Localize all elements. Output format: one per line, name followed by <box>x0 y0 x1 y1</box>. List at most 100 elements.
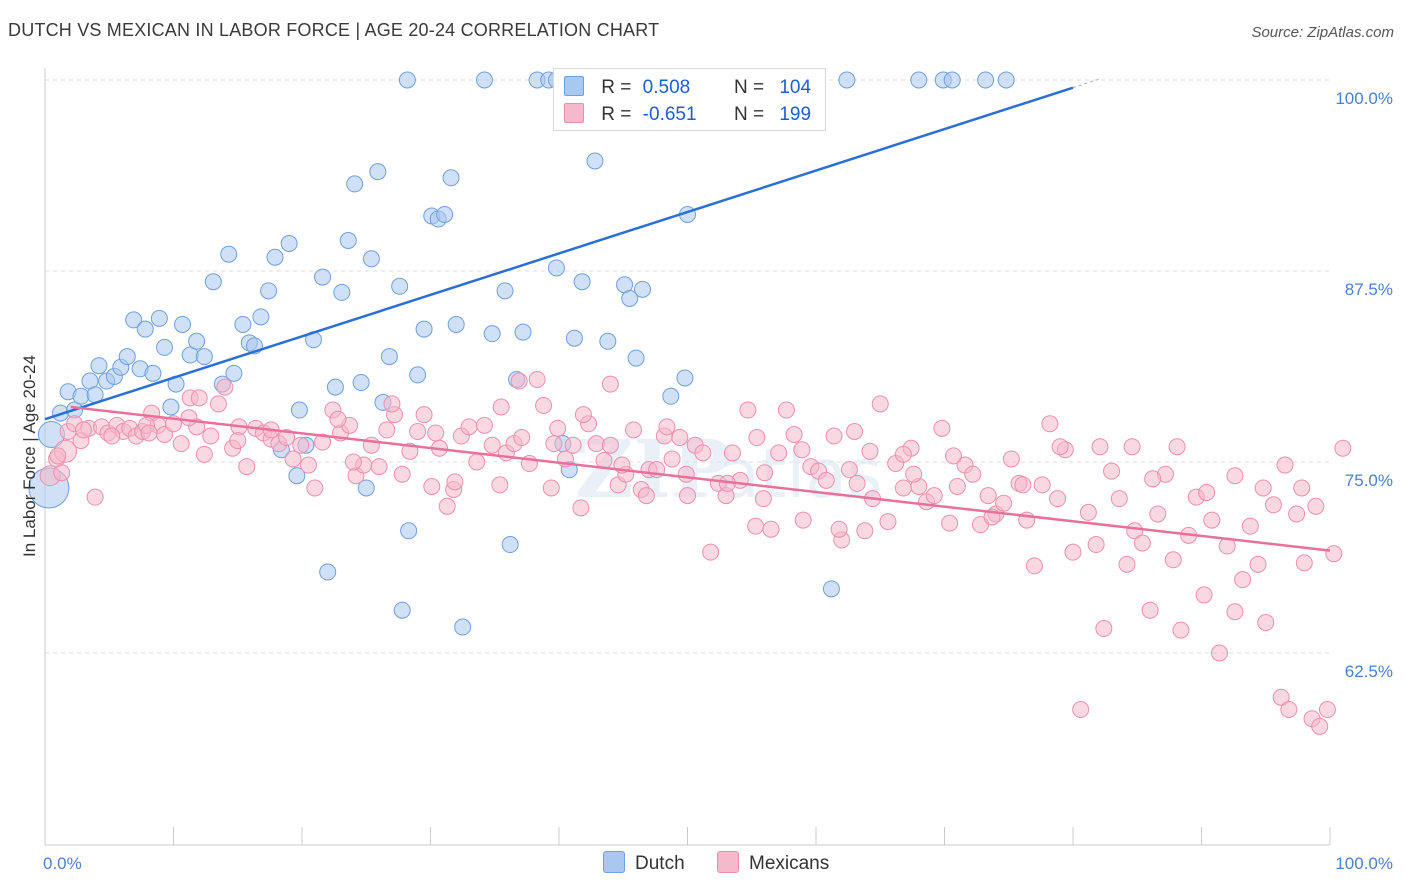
mexican-point <box>1325 545 1343 563</box>
dutch-point <box>391 277 409 295</box>
dutch-point <box>118 348 136 366</box>
dutch-point <box>195 348 213 366</box>
mexican-point <box>1257 613 1275 631</box>
dutch-point <box>822 580 840 598</box>
mexican-point <box>679 487 696 505</box>
dutch-point <box>339 231 357 249</box>
mexican-point <box>948 477 966 495</box>
mexican-point <box>856 522 874 540</box>
mexican-point <box>172 435 190 453</box>
mexican-point <box>574 406 592 424</box>
dutch-point <box>333 283 351 301</box>
mexican-point <box>1241 517 1259 535</box>
mexicans-swatch <box>564 103 584 123</box>
mexican-point <box>1280 701 1298 719</box>
mexican-point <box>1091 438 1109 456</box>
dutch-point <box>380 348 398 366</box>
mexican-point <box>1168 438 1186 456</box>
mexican-point <box>1110 490 1128 508</box>
dutch-point <box>565 329 583 347</box>
mexican-point <box>1133 534 1151 552</box>
dutch-points <box>28 71 1015 636</box>
mexican-point <box>846 422 864 440</box>
mexican-point <box>1164 551 1182 569</box>
bottom-legend: Dutch Mexicans <box>0 851 1406 877</box>
mexican-point <box>190 389 208 407</box>
dutch-point <box>475 71 493 89</box>
dutch-point <box>266 248 284 266</box>
mexican-point <box>694 444 712 462</box>
mexican-point <box>871 395 889 413</box>
mexican-point <box>1002 450 1020 468</box>
legend-item-mexicans[interactable]: Mexicans <box>717 851 829 875</box>
dutch-point <box>997 71 1015 89</box>
mexican-point <box>933 419 951 437</box>
mexican-point <box>1295 554 1313 572</box>
mexican-point <box>542 479 560 497</box>
y-tick-label: 100.0% <box>1335 89 1393 108</box>
x-tick-label-min: 0.0% <box>43 854 82 873</box>
mexican-point <box>1014 476 1032 494</box>
mexican-point <box>1254 479 1272 497</box>
mexican-point <box>840 461 858 479</box>
dutch-point <box>910 71 928 89</box>
legend-item-dutch[interactable]: Dutch <box>603 851 685 875</box>
dutch-point <box>173 315 191 333</box>
dutch-point <box>398 71 416 89</box>
mexican-point <box>1072 701 1090 719</box>
mexican-point <box>549 419 567 437</box>
mexican-point <box>329 410 347 428</box>
mexican-point <box>53 464 71 482</box>
mexican-point <box>1226 467 1244 485</box>
dutch-point <box>362 250 380 268</box>
mexican-point <box>1198 484 1216 502</box>
mexican-point <box>492 398 510 416</box>
mexican-point <box>49 447 67 465</box>
mexican-point <box>1203 511 1221 529</box>
mexican-point <box>1149 505 1167 523</box>
dutch-point <box>162 398 180 416</box>
mexican-point <box>1226 603 1244 621</box>
dutch-point <box>156 338 174 356</box>
mexican-point <box>1334 439 1352 457</box>
mexican-point <box>944 447 962 465</box>
mexican-point <box>438 497 456 515</box>
mexican-point <box>103 427 121 445</box>
mexican-point <box>794 511 812 529</box>
dutch-point <box>252 308 270 326</box>
mexican-point <box>747 517 765 535</box>
mexican-point <box>894 445 912 463</box>
mexican-point <box>1311 717 1329 735</box>
mexican-point <box>423 477 441 495</box>
mexican-point <box>344 453 362 471</box>
mexican-point <box>1033 476 1051 494</box>
mexican-point <box>601 436 619 454</box>
mexicans-stats-row: R = -0.651 N = 199 <box>564 103 811 125</box>
mexican-point <box>564 436 582 454</box>
dutch-point <box>280 234 298 252</box>
mexican-point <box>370 458 388 476</box>
mexican-point <box>216 378 234 396</box>
mexican-regression-line <box>70 405 1331 552</box>
y-axis-label: In Labor Force | Age 20-24 <box>20 355 39 557</box>
mexican-point <box>86 488 104 506</box>
mexican-point <box>1144 470 1162 488</box>
mexican-point <box>1049 490 1067 508</box>
mexican-point <box>475 416 493 434</box>
dutch-point <box>72 387 90 405</box>
dutch-regression-line <box>44 86 1074 421</box>
mexicans-n-label: N = <box>733 104 765 125</box>
mexican-point <box>510 372 528 390</box>
dutch-point <box>204 273 222 291</box>
dutch-point <box>288 467 306 485</box>
mexican-point <box>1288 505 1306 523</box>
mexican-point <box>777 401 795 419</box>
mexican-point <box>75 421 93 439</box>
mexican-point <box>1249 555 1267 573</box>
mexican-point <box>905 465 923 483</box>
mexican-point <box>1118 555 1136 573</box>
mexican-point <box>446 473 464 491</box>
mexican-point <box>229 432 247 450</box>
dutch-point <box>90 357 108 375</box>
dutch-point <box>150 309 168 327</box>
